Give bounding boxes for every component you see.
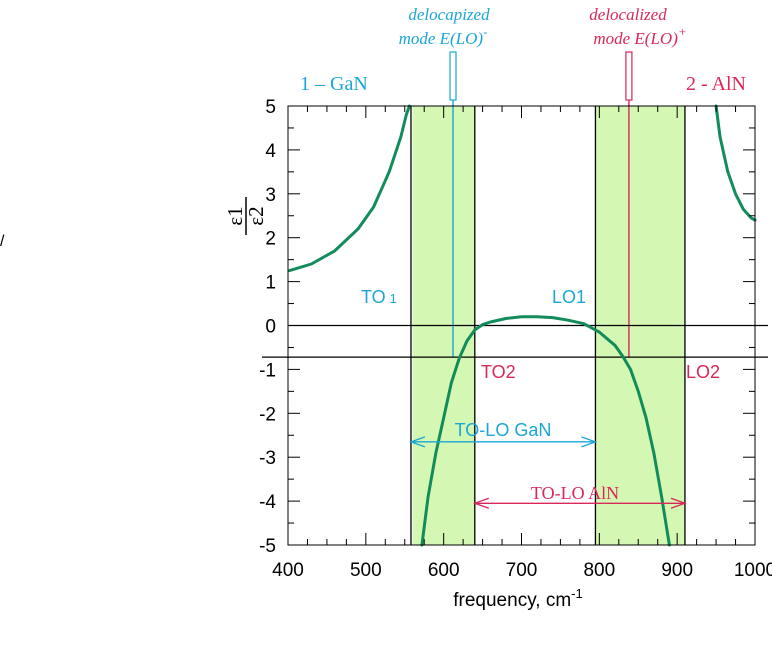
range-arrow-head-right-1 — [670, 497, 687, 509]
x-tick-label-2: 600 — [428, 560, 460, 581]
y-tick-label-1: 4 — [265, 141, 276, 162]
axis-ticks — [287, 105, 756, 546]
y-axis-label: ε1 ε2 — [223, 197, 268, 235]
y-tick-label-8: -3 — [259, 448, 276, 469]
curve-0 — [288, 104, 411, 273]
y-tick-label-9: -4 — [259, 492, 276, 513]
y-tick-label-0: 5 — [265, 97, 276, 118]
delocapized-label-line1: delocapized — [408, 5, 490, 24]
label-to1: TO 1 — [361, 287, 397, 307]
delocapized-label-line2: mode E(LO)- — [399, 24, 488, 48]
y-tick-label-10: -5 — [259, 536, 276, 557]
label-to2: TO2 — [481, 362, 516, 382]
delocalized-mode-marker — [625, 51, 633, 101]
range-arrows — [409, 436, 687, 509]
range-arrow-head-left-1 — [472, 497, 490, 509]
y-tick-label-4: 1 — [265, 273, 276, 294]
label-aln: 2 - AlN — [686, 73, 746, 95]
label-lo1: LO1 — [552, 287, 586, 307]
y-tick-label-6: -1 — [259, 360, 276, 381]
y-tick-label-5: 0 — [265, 317, 276, 338]
x-axis-title: frequency, cm-1 — [453, 586, 582, 611]
curve-2 — [714, 104, 757, 222]
horizontal-lines — [262, 324, 768, 358]
x-tick-label-3: 700 — [506, 560, 538, 581]
stray-mark: / — [0, 233, 5, 250]
x-tick-label-6: 1000 — [734, 560, 772, 581]
delocapized-mode-marker — [449, 51, 457, 101]
y-tick-label-2: 3 — [265, 185, 276, 206]
label-to-lo-gan: TO-LO GaN — [455, 420, 552, 440]
range-arrow-head-right-0 — [581, 436, 598, 448]
range-arrow-head-left-0 — [409, 436, 426, 448]
delocalized-label-line2: mode E(LO)+ — [593, 24, 686, 48]
curves — [288, 104, 757, 547]
x-tick-labels: 400 500 600 700 800 900 1000 — [272, 560, 772, 581]
y-tick-label-3: 2 — [265, 229, 276, 250]
x-tick-label-4: 800 — [583, 560, 615, 581]
x-tick-label-0: 400 — [272, 560, 304, 581]
y-axis-label-top: ε1 — [223, 206, 247, 225]
x-tick-label-5: 900 — [661, 560, 693, 581]
label-to-lo-aln: TO-LO AlN — [531, 483, 619, 503]
delocalized-label-line1: delocalized — [589, 5, 667, 24]
curve-1 — [420, 315, 671, 547]
y-tick-label-7: -2 — [259, 404, 276, 425]
x-axis-exponent: -1 — [571, 586, 583, 601]
x-tick-label-1: 500 — [350, 560, 382, 581]
label-gan: 1 – GaN — [300, 73, 368, 95]
y-tick-labels: 5 4 3 2 1 0 -1 -2 -3 -4 -5 — [259, 97, 276, 557]
label-lo2: LO2 — [686, 362, 720, 382]
y-axis-label-bottom: ε2 — [244, 206, 268, 225]
